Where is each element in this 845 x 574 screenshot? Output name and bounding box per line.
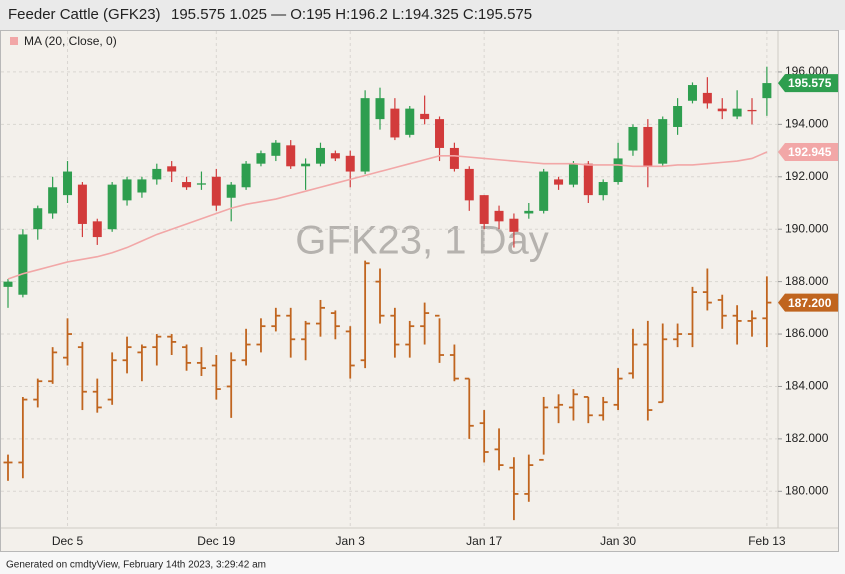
y-tick-label: 180.000 (785, 483, 829, 497)
candle-body (122, 179, 132, 201)
candle-body (464, 168, 474, 201)
candle-body (92, 221, 102, 238)
candle-body (330, 153, 340, 159)
candle-body (182, 182, 192, 188)
candle-body (256, 153, 266, 164)
candle-body (583, 163, 593, 196)
candle-body (48, 187, 58, 214)
candle-body (732, 108, 742, 117)
candle-body (687, 85, 697, 101)
candle-body (18, 234, 28, 295)
y-tick-label: 182.000 (785, 431, 829, 445)
ma-line (7, 151, 768, 280)
candle-body (762, 83, 772, 99)
candle-body (301, 163, 311, 167)
candle-body (107, 184, 117, 230)
candle-body (315, 147, 325, 164)
candle-body (717, 108, 727, 112)
candle-body (598, 182, 608, 196)
candle-body (568, 163, 578, 185)
y-tick-label: 192.000 (785, 169, 829, 183)
x-tick-label: Jan 3 (336, 534, 366, 548)
candle-body (628, 126, 638, 151)
candle-body (509, 218, 519, 232)
candle-body (524, 210, 534, 214)
candle-body (152, 168, 162, 180)
x-tick-label: Jan 17 (466, 534, 502, 548)
candle-body (360, 98, 370, 172)
price-tag (778, 143, 838, 162)
candle-body (3, 281, 13, 287)
candle-body (420, 113, 430, 120)
price-tag-label: 195.575 (788, 76, 832, 90)
quote: 195.575 1.025 — O:195 H:196.2 L:194.325 … (171, 6, 532, 23)
candle-body (211, 176, 221, 206)
candle-body (137, 179, 147, 193)
watermark: GFK23, 1 Day (295, 219, 548, 263)
candle-body (405, 108, 415, 135)
legend-swatch (10, 37, 18, 45)
candle-body (747, 109, 757, 112)
candle-body (479, 195, 489, 224)
candle-body (390, 108, 400, 138)
candle-body (77, 184, 87, 224)
price-tag-label: 192.945 (788, 145, 832, 159)
chart-title: Feeder Cattle (GFK23) (8, 6, 161, 23)
price-tag-label: 187.200 (788, 296, 832, 310)
candle-body (196, 183, 206, 185)
candle-body (271, 142, 281, 156)
footer: Generated on cmdtyView, February 14th 20… (6, 560, 266, 571)
candle-body (375, 98, 385, 120)
header-bar (0, 0, 845, 30)
candle-body (226, 184, 236, 198)
candle-body (539, 171, 549, 211)
y-tick-label: 188.000 (785, 274, 829, 288)
legend-label: MA (20, Close, 0) (24, 34, 117, 48)
plot-area (0, 30, 839, 552)
candle-body (554, 179, 564, 185)
candle-body (658, 119, 668, 164)
candle-body (435, 119, 445, 148)
candle-body (286, 145, 296, 167)
price-tag (778, 74, 838, 93)
y-tick-label: 194.000 (785, 117, 829, 131)
candle-body (63, 171, 73, 196)
y-tick-label: 184.000 (785, 379, 829, 393)
x-tick-label: Feb 13 (748, 534, 786, 548)
candle-body (494, 210, 504, 222)
candle-body (167, 166, 177, 172)
y-tick-label: 190.000 (785, 221, 829, 235)
candle-body (241, 163, 251, 188)
candle-body (643, 126, 653, 167)
price-tag (778, 293, 838, 312)
candle-body (702, 92, 712, 104)
y-tick-label: 186.000 (785, 326, 829, 340)
candle-body (613, 158, 623, 183)
candle-body (33, 208, 43, 230)
candle-body (449, 147, 459, 169)
candle-body (345, 155, 355, 172)
x-tick-label: Jan 30 (600, 534, 636, 548)
x-tick-label: Dec 5 (52, 534, 84, 548)
x-tick-label: Dec 19 (197, 534, 235, 548)
candle-body (673, 106, 683, 127)
